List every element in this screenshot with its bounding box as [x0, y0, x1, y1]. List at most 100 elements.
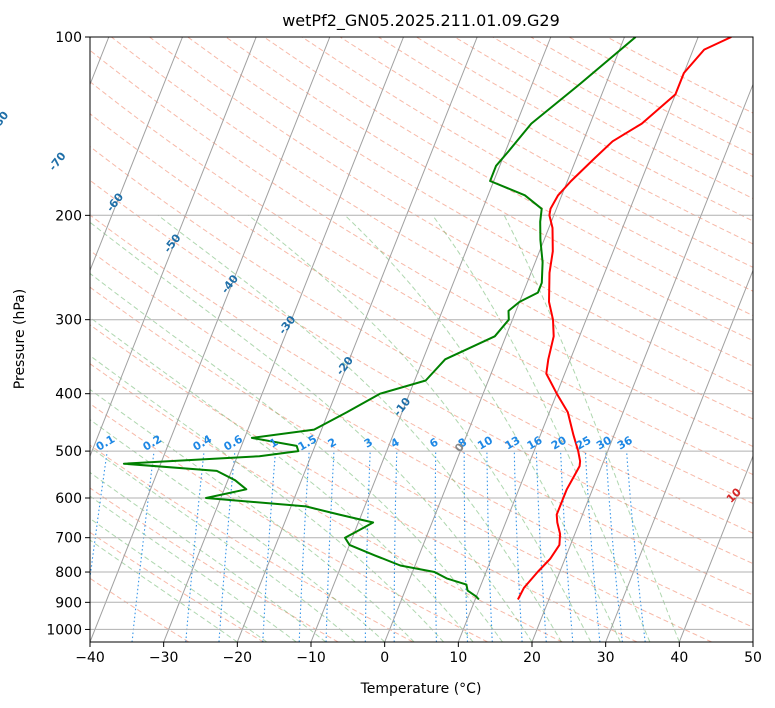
x-tick-label: 30 [597, 650, 615, 666]
mixing-ratio-line [434, 451, 437, 642]
isotherm-line [90, 37, 257, 458]
moist-adiabat-line [90, 316, 474, 642]
dry-adiabat-line [416, 37, 753, 222]
mixing-ratio-label: 16 [525, 433, 545, 452]
dry-adiabat-line [301, 37, 753, 292]
isotherm-line [457, 37, 699, 642]
dry-adiabat-line [90, 531, 264, 642]
y-tick-label: 200 [55, 208, 82, 224]
dry-adiabat-line [90, 113, 753, 505]
mixing-ratio-label: 10 [475, 433, 495, 452]
y-tick-label: 500 [55, 444, 82, 460]
dry-adiabat-label: 10 [724, 485, 744, 505]
x-tick-label: 50 [744, 650, 762, 666]
x-tick-label: 0 [380, 650, 389, 666]
mixing-ratio-label: 1.5 [296, 433, 319, 454]
y-axis-label: Pressure (hPa) [12, 289, 28, 389]
moist-adiabat-line [90, 419, 386, 642]
dry-adiabat-line [90, 49, 753, 448]
y-tick-label: 300 [55, 313, 82, 329]
y-tick-label: 900 [55, 595, 82, 611]
mixing-ratio-label: 6 [427, 435, 440, 450]
plot-frame [89, 36, 754, 643]
isotherm-line [531, 83, 753, 642]
mixing-ratio-line [218, 451, 236, 642]
moist-adiabat-line [432, 215, 651, 642]
mixing-ratio-line [364, 451, 371, 642]
isotherm-line [310, 37, 552, 642]
dry-adiabat-line [263, 37, 753, 317]
mixing-ratio-line [325, 451, 335, 642]
mixing-ratio-line [626, 451, 646, 642]
moist-adiabat-line [90, 355, 444, 642]
isotherm-line [163, 37, 404, 642]
dry-adiabat-line [90, 577, 190, 642]
moist-adiabat-line [90, 495, 297, 642]
moist-adiabat-line [503, 215, 680, 642]
moist-adiabat-line [90, 272, 503, 642]
mixing-ratio-label: 0.4 [191, 432, 215, 453]
y-tick-label: 400 [55, 387, 82, 403]
mixing-ratio-label: 4 [388, 435, 401, 450]
y-tick-label: 800 [55, 565, 82, 581]
dry-adiabat-line [111, 37, 753, 420]
temperature-profile-line [517, 37, 732, 600]
x-tick-label: −40 [75, 650, 105, 666]
mixing-ratio-label: 3 [362, 436, 375, 451]
dry-adiabat-line [530, 37, 753, 156]
dry-adiabat-line [90, 286, 712, 642]
mixing-ratio-label: 0.6 [221, 432, 245, 453]
dry-adiabat-line [90, 324, 638, 642]
dry-adiabat-line [568, 37, 753, 135]
dry-adiabat-line [90, 487, 339, 642]
x-tick-label: 20 [523, 650, 541, 666]
mixing-ratio-line [185, 451, 205, 642]
dry-adiabat-line [90, 179, 753, 565]
isotherm-line [752, 640, 753, 642]
mixing-ratio-label: 25 [574, 434, 594, 453]
mixing-ratio-line [486, 451, 493, 642]
dry-adiabat-line [90, 214, 753, 596]
x-tick-label: 10 [449, 650, 467, 666]
isotherm-line [384, 37, 625, 642]
isotherm-line [605, 269, 753, 642]
dry-adiabat-line [90, 403, 488, 642]
mixing-ratio-label: 2 [326, 436, 339, 451]
moist-adiabat-line [90, 471, 327, 642]
mixing-ratio-label: 0.2 [141, 433, 164, 454]
mixing-ratio-line [513, 451, 523, 642]
dry-adiabat-line [339, 37, 753, 268]
dry-adiabat-line [90, 145, 753, 534]
moist-adiabat-line [344, 214, 621, 642]
moist-adiabat-line [157, 214, 562, 642]
dry-adiabat-line [90, 363, 563, 642]
x-tick-label: −10 [296, 650, 326, 666]
moist-adiabat-line [90, 517, 268, 642]
isotherm-line [236, 37, 478, 642]
moist-adiabat-line [90, 539, 238, 642]
dry-adiabat-line [225, 37, 753, 342]
isotherm-label: -70 [46, 149, 69, 173]
x-tick-label: 40 [670, 650, 688, 666]
x-axis-label: Temperature (°C) [360, 681, 482, 697]
moist-adiabat-line [248, 214, 592, 642]
isotherm-line [90, 37, 183, 272]
dry-adiabat-line [187, 37, 753, 367]
x-tick-label: −30 [149, 650, 179, 666]
y-tick-label: 700 [55, 531, 82, 547]
mixing-ratio-line [584, 451, 601, 642]
isotherm-line [90, 37, 331, 642]
isotherm-label: -80 [0, 109, 11, 133]
isotherm-label: -10 [391, 395, 414, 419]
mixing-ratio-line [535, 451, 547, 642]
isotherm-label: -60 [104, 190, 127, 214]
dry-adiabat-line [149, 37, 753, 393]
isotherm-line [678, 454, 753, 642]
y-tick-label: 100 [55, 30, 82, 46]
mixing-ratio-line [463, 451, 469, 642]
isotherm-label: -30 [276, 313, 299, 337]
y-tick-label: 600 [55, 491, 82, 507]
mixing-ratio-label: 36 [615, 433, 635, 452]
x-tick-label: −20 [223, 650, 253, 666]
